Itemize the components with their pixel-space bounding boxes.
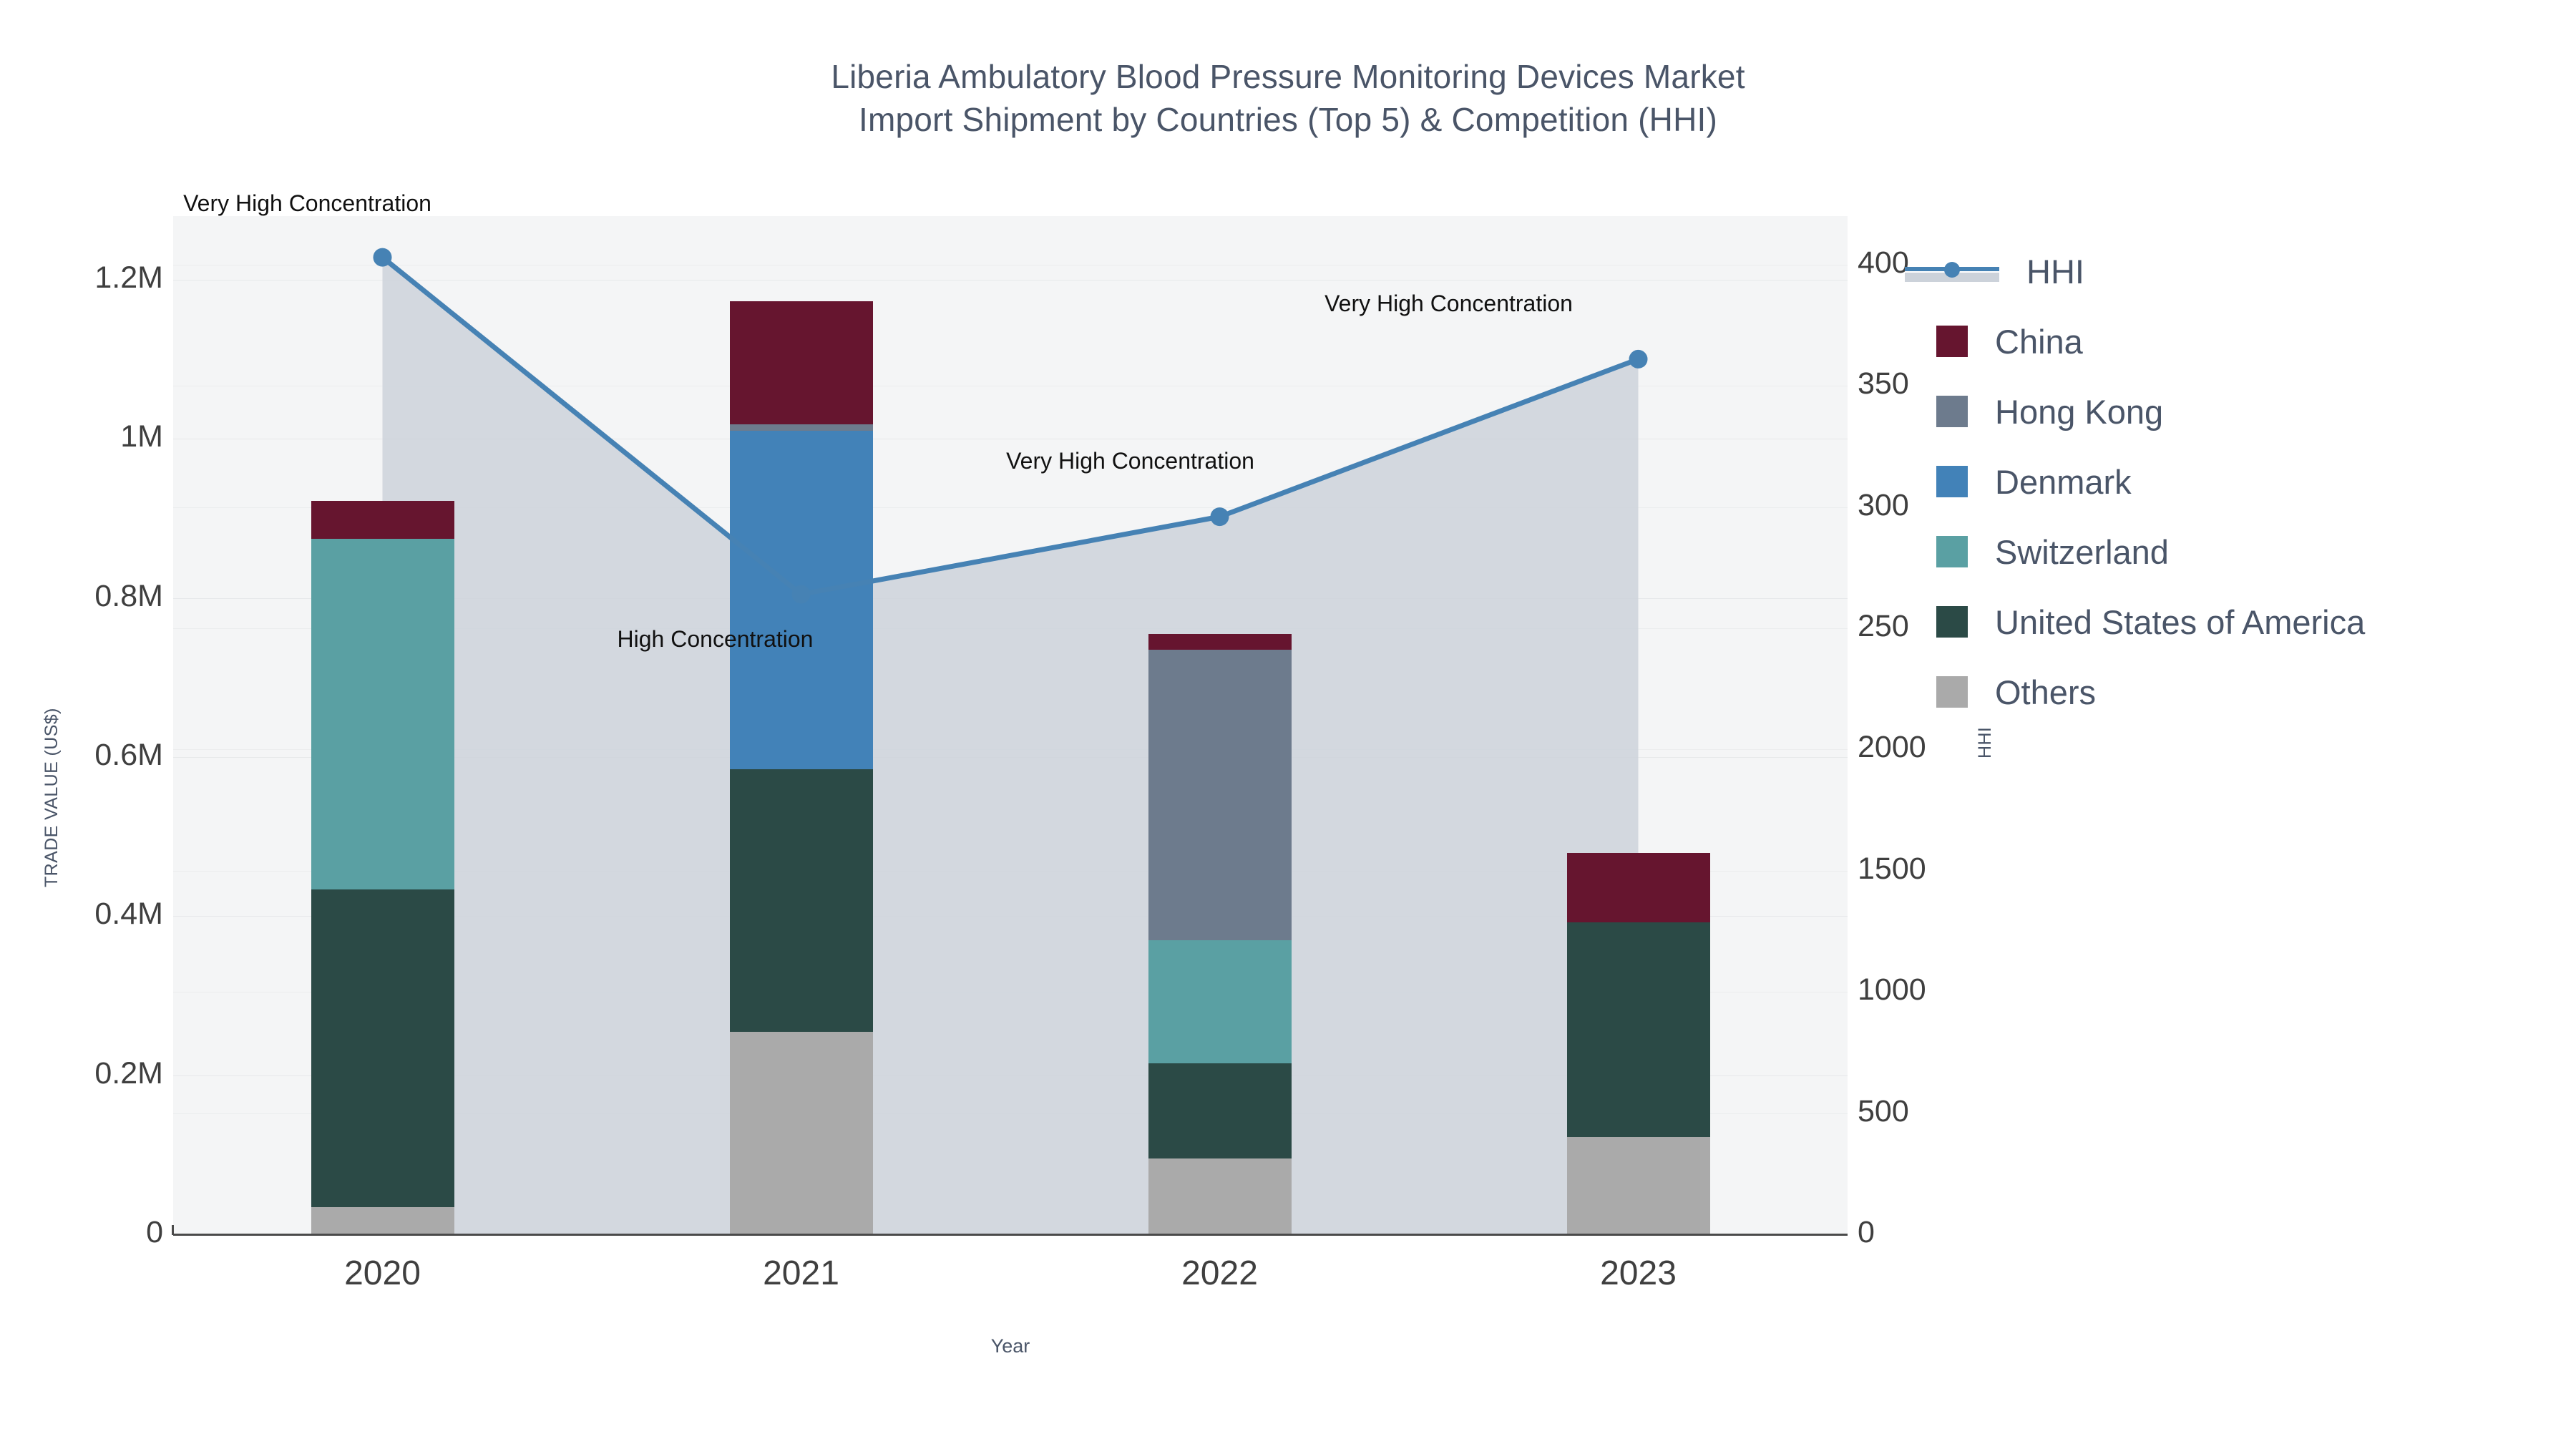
legend-item-label: United States of America (1995, 602, 2366, 641)
hhi-annotation: High Concentration (617, 625, 814, 652)
chart-title: Liberia Ambulatory Blood Pressure Monito… (0, 56, 2576, 142)
hhi-marker[interactable] (1629, 349, 1648, 369)
hhi-area-fill (382, 257, 1639, 1234)
bar-segment[interactable] (1148, 1158, 1292, 1234)
bar-segment[interactable] (311, 1207, 454, 1234)
legend-item-label: Switzerland (1995, 532, 2169, 571)
y-axis-right-tick-label: 0 (1858, 1215, 1875, 1249)
bar-segment[interactable] (1148, 940, 1292, 1063)
legend-item-label: Others (1995, 673, 2097, 711)
legend-color-swatch (1936, 606, 1968, 638)
x-axis-tick-label: 2021 (763, 1254, 839, 1292)
chart-title-line-1: Liberia Ambulatory Blood Pressure Monito… (831, 58, 1745, 95)
y-axis-left-tick-label: 1M (120, 419, 163, 454)
x-axis-tick-label: 2020 (344, 1254, 421, 1292)
legend-color-swatch (1936, 676, 1968, 708)
y-axis-right-tick-label: 1000 (1858, 972, 1926, 1008)
hhi-area-path (382, 257, 1639, 1234)
legend-item[interactable]: Denmark (1936, 447, 2552, 517)
y-axis-left-tick-label: 0 (146, 1215, 163, 1249)
y-axis-left-tick-label: 0.4M (94, 897, 163, 932)
legend-item-label: Denmark (1995, 462, 2132, 501)
plot-area: Very High Concentration High Concentratio… (173, 190, 1848, 1235)
legend-line-icon (1905, 255, 1999, 287)
y-axis-right-tick-label: 2000 (1858, 730, 1926, 765)
legend: HHI China Hong Kong Denmark Switzerland Unite… (1905, 236, 2552, 727)
legend-item-label: Hong Kong (1995, 392, 2164, 431)
y-axis-right-title: HHI (1975, 726, 1995, 758)
hhi-line-path (373, 248, 1648, 604)
bar-segment[interactable] (1566, 922, 1710, 1138)
y-axis-right-tick-label: 1500 (1858, 851, 1926, 886)
y-axis-left-tick-label: 1.2M (94, 260, 163, 295)
y-axis-right-tick-label: 400 (1858, 245, 1909, 280)
bar-segment[interactable] (1148, 649, 1292, 940)
legend-color-swatch (1936, 536, 1968, 567)
y-axis-left-tick-label: 0.8M (94, 578, 163, 613)
legend-color-swatch (1936, 396, 1968, 427)
y-axis-left-tick-label: 0.6M (94, 737, 163, 772)
bar-segment[interactable] (1566, 853, 1710, 923)
bar-segment[interactable] (729, 424, 873, 431)
y-axis-left-tick-label: 0.2M (94, 1055, 163, 1091)
bar-segment[interactable] (311, 500, 454, 540)
y-axis-right-tick-label: 250 (1858, 608, 1909, 643)
legend-item[interactable]: Hong Kong (1936, 376, 2552, 447)
bar-segment[interactable] (1148, 633, 1292, 650)
legend-item[interactable]: China (1936, 306, 2552, 376)
legend-item-label: HHI (2026, 252, 2084, 291)
legend-color-swatch (1936, 326, 1968, 357)
chart-title-line-2: Import Shipment by Countries (Top 5) & C… (859, 100, 1717, 138)
hhi-marker[interactable] (791, 585, 811, 604)
bar-segment[interactable] (1566, 1137, 1710, 1234)
hhi-marker[interactable] (1210, 507, 1229, 527)
y-axis-left-title: TRADE VALUE (US$) (42, 708, 62, 887)
hhi-annotation: Very High Concentration (183, 190, 431, 216)
y-axis-tick-zero (172, 1225, 174, 1235)
x-axis-tick-label: 2023 (1600, 1254, 1677, 1292)
hhi-marker[interactable] (373, 248, 392, 267)
legend-item[interactable]: United States of America (1936, 587, 2552, 657)
hhi-annotation: Very High Concentration (1006, 448, 1254, 474)
x-axis-line (173, 1234, 1848, 1236)
bar-segment[interactable] (729, 301, 873, 425)
hhi-line (380, 255, 1641, 597)
legend-color-swatch (1936, 466, 1968, 497)
legend-item[interactable]: HHI (1905, 236, 2552, 306)
legend-item[interactable]: Switzerland (1936, 517, 2552, 587)
legend-item-label: China (1995, 322, 2083, 361)
y-axis-right-tick-label: 350 (1858, 366, 1909, 401)
x-axis-title: Year (990, 1335, 1030, 1357)
hhi-annotation: Very High Concentration (1324, 290, 1573, 316)
bar-segment[interactable] (729, 769, 873, 1032)
gridline-minor (173, 507, 1848, 508)
bar-segment[interactable] (729, 1031, 873, 1234)
x-axis-tick-label: 2022 (1181, 1254, 1258, 1292)
bar-segment[interactable] (1148, 1063, 1292, 1159)
y-axis-right-tick-label: 300 (1858, 487, 1909, 522)
bar-segment[interactable] (311, 889, 454, 1208)
y-axis-right-tick-label: 500 (1858, 1093, 1909, 1128)
bar-segment[interactable] (311, 539, 454, 889)
legend-item[interactable]: Others (1936, 657, 2552, 727)
